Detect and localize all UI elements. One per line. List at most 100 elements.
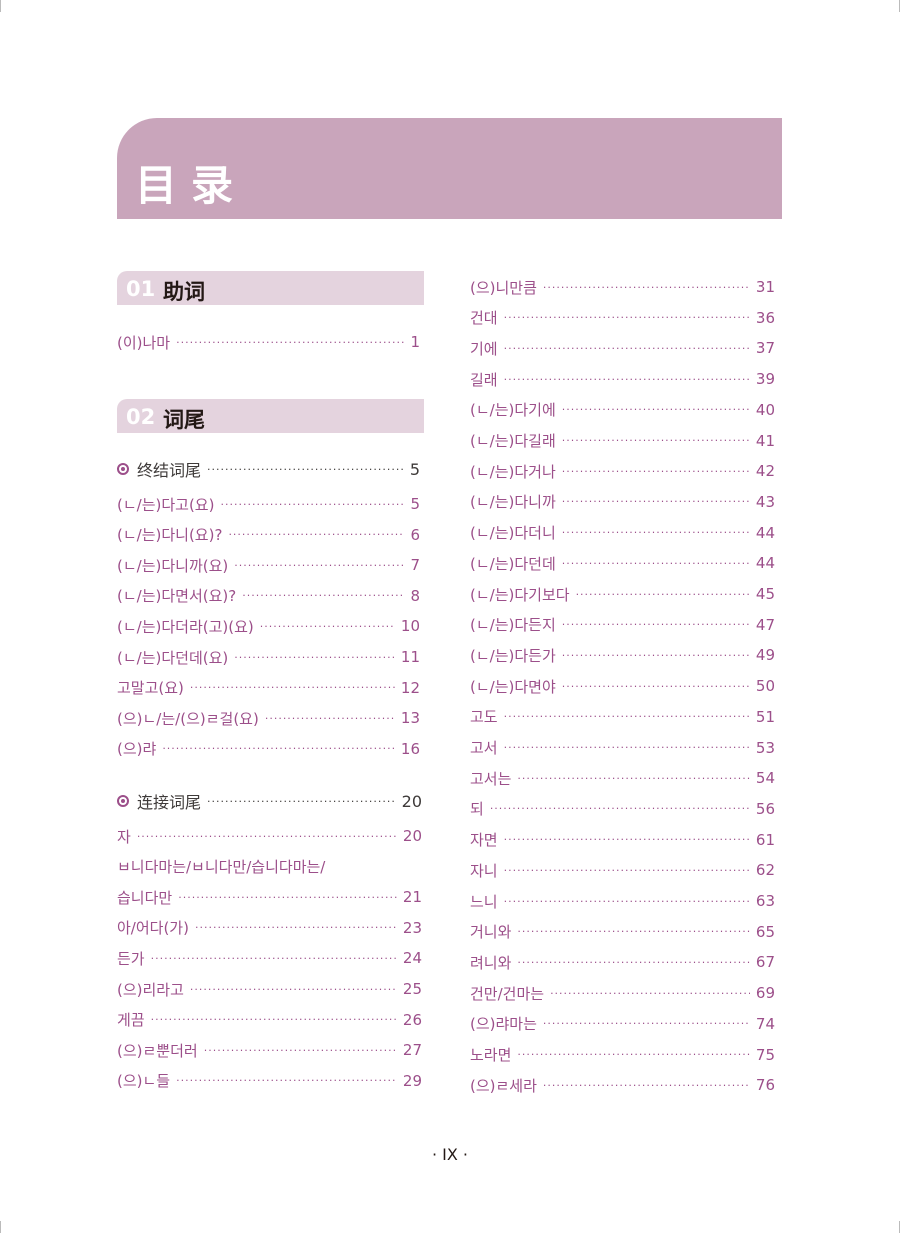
toc-entry[interactable]: (으)ㄹ세라 76 — [470, 1073, 775, 1097]
entry-label: 려니와 — [470, 953, 512, 972]
entry-label: (ㄴ/는)다면서(요)? — [117, 587, 237, 606]
toc-entry[interactable]: (ㄴ/는)다기보다 45 — [470, 582, 775, 606]
entry-page: 7 — [410, 556, 420, 575]
entry-page: 45 — [755, 585, 775, 603]
leader-dots — [562, 618, 750, 631]
entry-page: 31 — [755, 278, 775, 296]
toc-entry[interactable]: (ㄴ/는)다더니 44 — [470, 521, 775, 545]
leader-dots — [562, 680, 750, 693]
toc-entry[interactable]: (으)ㄹ뿐더러 27 — [117, 1038, 422, 1062]
toc-entry[interactable]: 아/어다(가) 23 — [117, 916, 422, 940]
toc-entry[interactable]: (ㄴ/는)다더라(고)(요) 10 — [117, 614, 420, 638]
toc-entry[interactable]: (ㄴ/는)다면서(요)? 8 — [117, 584, 420, 608]
toc-entry[interactable]: (이)나마 1 — [117, 330, 420, 354]
toc-entry[interactable]: 고도 51 — [470, 705, 775, 729]
toc-entry[interactable]: (ㄴ/는)다든가 49 — [470, 643, 775, 667]
toc-entry[interactable]: (ㄴ/는)다든지 47 — [470, 613, 775, 637]
entry-page: 10 — [400, 617, 420, 636]
entry-page: 62 — [755, 861, 775, 880]
eye-bullet-icon — [117, 795, 129, 807]
toc-entry[interactable]: (ㄴ/는)다니(요)? 6 — [117, 523, 420, 547]
leader-dots — [543, 1079, 750, 1092]
toc-entry[interactable]: (ㄴ/는)다던데 44 — [470, 551, 775, 575]
toc-entry[interactable]: 되 56 — [470, 797, 775, 821]
toc-entry[interactable]: (ㄴ/는)다니까(요) 7 — [117, 553, 420, 577]
toc-entry[interactable]: 고서는 54 — [470, 766, 775, 790]
toc-entry[interactable]: 노라면 75 — [470, 1043, 775, 1067]
page-number: · IX · — [431, 1145, 469, 1164]
leader-dots — [204, 1044, 397, 1057]
entry-page: 5 — [409, 459, 420, 479]
entry-label: 게끔 — [117, 1011, 145, 1030]
toc-entry[interactable]: (ㄴ/는)다길래 41 — [470, 429, 775, 453]
entry-label: (ㄴ/는)다기에 — [470, 401, 556, 420]
entry-label: 건만/건마는 — [470, 984, 545, 1003]
leader-dots — [242, 589, 404, 602]
entry-label: (ㄴ/는)다니(요)? — [117, 526, 223, 545]
toc-entry[interactable]: (으)랴 16 — [117, 737, 420, 761]
entry-page: 27 — [402, 1041, 422, 1060]
leader-dots — [228, 528, 404, 541]
toc-entry[interactable]: (ㄴ/는)다고(요) 5 — [117, 492, 420, 516]
toc-entry[interactable]: 자 20 — [117, 824, 422, 848]
entry-label: 자 — [117, 827, 131, 846]
toc-category[interactable]: 连接词尾 20 — [117, 789, 422, 813]
entry-page: 75 — [755, 1045, 775, 1064]
leader-dots — [504, 864, 750, 877]
entry-label: 느니 — [470, 892, 498, 911]
toc-entry[interactable]: (ㄴ/는)다니까 43 — [470, 490, 775, 514]
toc-entry[interactable]: 기에 37 — [470, 336, 775, 360]
entry-page: 23 — [402, 918, 422, 937]
toc-entry[interactable]: ㅂ니다마는/ㅂ니다만/습니다마는/ — [117, 855, 422, 879]
entry-page: 20 — [401, 791, 422, 811]
toc-entry[interactable]: 자니 62 — [470, 858, 775, 882]
toc-entry[interactable]: 느니 63 — [470, 889, 775, 913]
entry-page: 40 — [755, 400, 775, 419]
toc-entry[interactable]: 길래 39 — [470, 367, 775, 391]
leader-dots — [504, 710, 750, 723]
toc-entry[interactable]: (으)ㄴ들 29 — [117, 1069, 422, 1093]
crop-mark — [0, 0, 1, 12]
leader-dots — [151, 952, 397, 965]
toc-entry[interactable]: (ㄴ/는)다거나 42 — [470, 459, 775, 483]
toc-entry[interactable]: 건만/건마는 69 — [470, 981, 775, 1005]
toc-entry[interactable]: 자면 61 — [470, 828, 775, 852]
toc-entry[interactable]: (으)ㄴ/는/(으)ㄹ걸(요) 13 — [117, 706, 420, 730]
entry-label: (으)랴 — [117, 740, 157, 759]
toc-entry[interactable]: 고말고(요) 12 — [117, 676, 420, 700]
entry-label: 고서 — [470, 739, 498, 757]
entry-page: 65 — [755, 922, 775, 941]
entry-page: 41 — [755, 431, 775, 450]
leader-dots — [234, 651, 395, 664]
toc-entry[interactable]: (ㄴ/는)다면야 50 — [470, 674, 775, 698]
entry-page: 6 — [410, 525, 420, 544]
entry-label: (으)ㄹ뿐더러 — [117, 1041, 198, 1060]
toc-entry[interactable]: 게끔 26 — [117, 1008, 422, 1032]
toc-entry[interactable]: 든가 24 — [117, 946, 422, 970]
leader-dots — [576, 588, 750, 601]
toc-entry[interactable]: (으)리라고 25 — [117, 977, 422, 1001]
entry-page: 63 — [755, 892, 775, 910]
toc-entry[interactable]: 려니와 67 — [470, 950, 775, 974]
leader-dots — [562, 649, 750, 662]
entry-label: 거니와 — [470, 923, 512, 942]
leader-dots — [504, 895, 750, 908]
entry-label: 노라면 — [470, 1046, 512, 1064]
entry-page: 37 — [755, 339, 775, 358]
entry-page: 61 — [755, 830, 775, 849]
toc-entry[interactable]: 건대 36 — [470, 306, 775, 330]
entry-page: 24 — [402, 949, 422, 968]
toc-entry[interactable]: 습니다만 21 — [117, 885, 422, 909]
toc-entry[interactable]: 거니와 65 — [470, 920, 775, 944]
toc-entry[interactable]: (으)랴마는 74 — [470, 1012, 775, 1036]
toc-category[interactable]: 终结词尾 5 — [117, 457, 420, 481]
section-title: 助词 — [163, 280, 205, 304]
toc-entry[interactable]: (ㄴ/는)다기에 40 — [470, 398, 775, 422]
leader-dots — [260, 620, 395, 633]
entry-label: (으)ㄴ들 — [117, 1072, 171, 1091]
title-banner: 目录 — [117, 118, 782, 219]
toc-entry[interactable]: 고서 53 — [470, 736, 775, 760]
toc-entry[interactable]: (ㄴ/는)다던데(요) 11 — [117, 645, 420, 669]
toc-entry[interactable]: (으)니만큼 31 — [470, 275, 775, 299]
entry-label: 终结词尾 — [137, 461, 202, 480]
